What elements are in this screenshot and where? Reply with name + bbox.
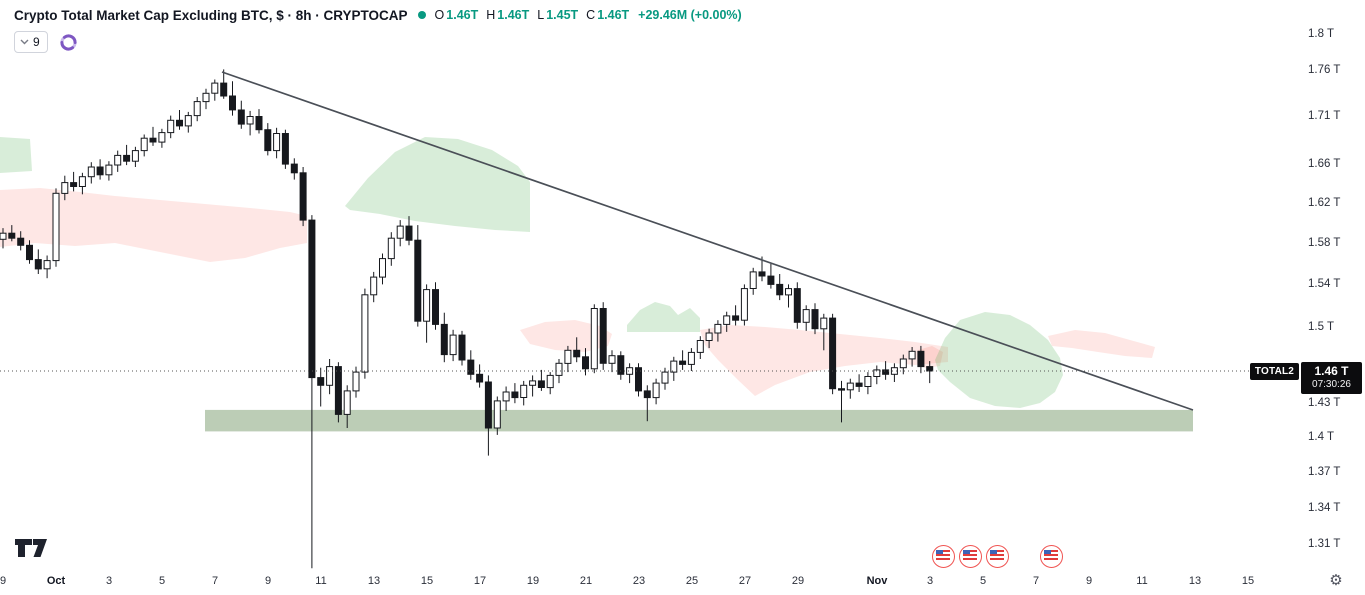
time-axis-label: 29 bbox=[791, 575, 805, 587]
price-axis[interactable]: 1.8 T 1.76 T 1.71 T 1.66 T 1.62 T 1.58 T 1.54 … bbox=[1250, 0, 1365, 570]
price-axis-label: 1.4 T bbox=[1308, 431, 1334, 443]
candlestick-chart[interactable] bbox=[0, 0, 1250, 570]
time-axis[interactable]: 9 Oct 3 5 7 9 11 13 15 17 19 21 23 25 27 29 Nov 3 5 7 9 11 13 1… bbox=[0, 570, 1254, 595]
ohlc-low-label: L bbox=[537, 8, 545, 22]
market-status-dot[interactable] bbox=[417, 11, 426, 19]
ichimoku-cloud-green bbox=[0, 137, 32, 173]
time-axis-label: 17 bbox=[473, 575, 487, 587]
ichimoku-cloud-red bbox=[115, 196, 307, 262]
last-price-countdown-box: 1.46 T 07:30:26 bbox=[1301, 362, 1362, 394]
ohlc-values: O 1.46T H 1.46T L 1.45T C 1.46T +29.46M (+0.… bbox=[435, 8, 742, 22]
price-axis-label: 1.54 T bbox=[1308, 278, 1341, 290]
ohlc-close-value: 1.46T bbox=[597, 8, 630, 22]
time-axis-label: 13 bbox=[1188, 575, 1202, 587]
ichimoku-cloud-red bbox=[700, 325, 948, 396]
support-zone-rectangle[interactable] bbox=[205, 409, 1193, 432]
economic-events-row bbox=[0, 545, 1250, 569]
bar-countdown: 07:30:26 bbox=[1312, 379, 1351, 390]
price-axis-label: 1.31 T bbox=[1308, 538, 1341, 550]
ichimoku-cloud-red bbox=[1048, 330, 1155, 358]
time-axis-label: 9 bbox=[0, 575, 7, 587]
time-axis-label: 7 bbox=[211, 575, 219, 587]
refresh-sync-icon[interactable] bbox=[59, 33, 78, 52]
tradingview-logo-glyph bbox=[15, 539, 47, 557]
time-axis-label: 7 bbox=[1032, 575, 1040, 587]
ohlc-open-value: 1.46T bbox=[446, 8, 479, 22]
time-axis-label: 11 bbox=[1136, 575, 1148, 587]
ohlc-change-value: +29.46M (+0.00%) bbox=[638, 8, 742, 22]
time-axis-label: 15 bbox=[1241, 575, 1255, 587]
time-axis-label: 25 bbox=[685, 575, 699, 587]
ichimoku-cloud-green bbox=[627, 302, 700, 332]
ichimoku-cloud-red bbox=[520, 320, 612, 352]
ohlc-open-label: O bbox=[434, 8, 445, 22]
price-axis-label: 1.62 T bbox=[1308, 197, 1341, 209]
price-axis-label: 1.43 T bbox=[1308, 397, 1341, 409]
tradingview-logo[interactable] bbox=[14, 537, 48, 559]
gear-settings-icon[interactable]: ⚙ bbox=[1329, 572, 1343, 589]
indicator-count: 9 bbox=[33, 35, 40, 49]
symbol-title[interactable]: Crypto Total Market Cap Excluding BTC, $… bbox=[14, 7, 408, 23]
time-axis-label: 19 bbox=[526, 575, 540, 587]
chart-plot-area[interactable]: Crypto Total Market Cap Excluding BTC, $… bbox=[0, 0, 1250, 570]
ichimoku-cloud-green bbox=[345, 137, 530, 232]
time-axis-label: 3 bbox=[926, 575, 934, 587]
time-axis-label: 13 bbox=[367, 575, 381, 587]
symbol-price-tag: TOTAL2 bbox=[1250, 363, 1299, 380]
time-axis-label: 9 bbox=[264, 575, 272, 587]
refresh-sync-glyph bbox=[60, 33, 77, 51]
economic-event-us-flag-icon[interactable] bbox=[986, 545, 1009, 568]
ichimoku-cloud-green bbox=[935, 312, 1063, 408]
time-axis-label: Nov bbox=[866, 575, 888, 587]
price-axis-label: 1.66 T bbox=[1308, 158, 1341, 170]
economic-event-us-flag-icon[interactable] bbox=[932, 545, 955, 568]
time-axis-label: 27 bbox=[738, 575, 752, 587]
economic-event-us-flag-icon[interactable] bbox=[1040, 545, 1063, 568]
ohlc-high-value: 1.46T bbox=[497, 8, 530, 22]
ohlc-close-label: C bbox=[586, 8, 596, 22]
economic-event-us-flag-icon[interactable] bbox=[959, 545, 982, 568]
legend-collapse-button[interactable]: 9 bbox=[14, 31, 48, 53]
price-axis-label: 1.58 T bbox=[1308, 237, 1341, 249]
ohlc-high-label: H bbox=[486, 8, 496, 22]
time-axis-label: 5 bbox=[979, 575, 987, 587]
price-axis-label: 1.71 T bbox=[1308, 110, 1341, 122]
price-axis-label: 1.8 T bbox=[1308, 28, 1334, 40]
time-axis-label: 15 bbox=[420, 575, 434, 587]
time-axis-label: Oct bbox=[46, 575, 66, 587]
price-axis-label: 1.5 T bbox=[1308, 321, 1334, 333]
chevron-down-icon bbox=[20, 39, 29, 45]
chart-legend: Crypto Total Market Cap Excluding BTC, $… bbox=[14, 6, 742, 53]
time-axis-label: 23 bbox=[632, 575, 646, 587]
time-axis-label: 3 bbox=[105, 575, 113, 587]
candles-series bbox=[0, 69, 934, 569]
descending-trendline[interactable] bbox=[221, 71, 1194, 411]
time-axis-label: 5 bbox=[158, 575, 166, 587]
last-price-value: 1.46 T bbox=[1314, 364, 1349, 378]
price-axis-label: 1.34 T bbox=[1308, 502, 1341, 514]
time-axis-label: 21 bbox=[579, 575, 593, 587]
time-axis-label: 9 bbox=[1085, 575, 1093, 587]
price-axis-label: 1.76 T bbox=[1308, 64, 1341, 76]
price-axis-label: 1.37 T bbox=[1308, 466, 1341, 478]
time-axis-label: 11 bbox=[315, 575, 327, 587]
ohlc-low-value: 1.45T bbox=[546, 8, 579, 22]
